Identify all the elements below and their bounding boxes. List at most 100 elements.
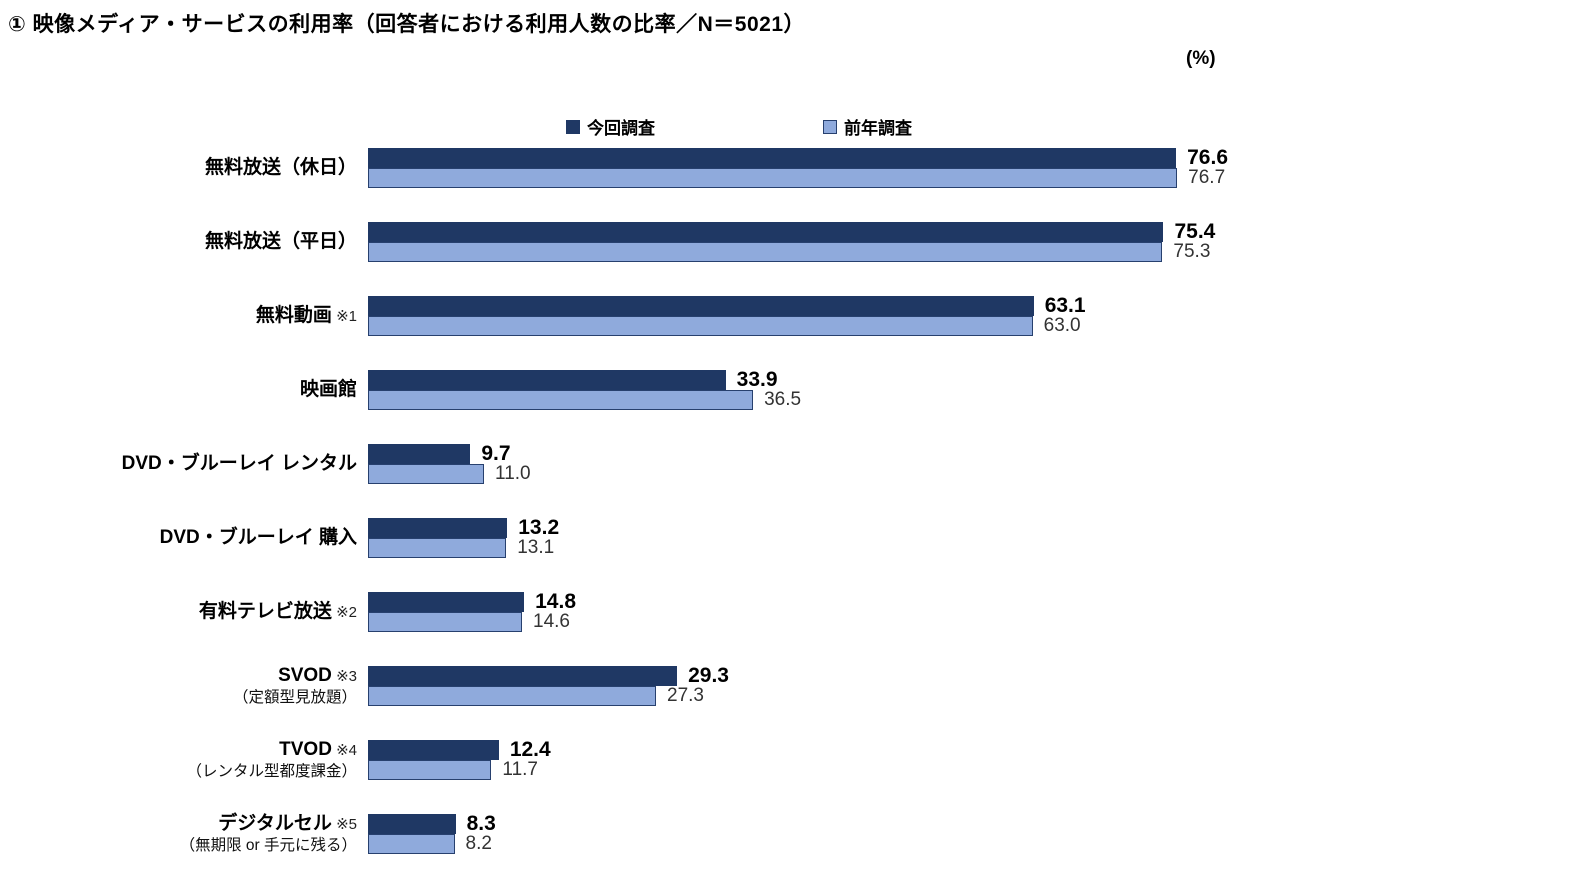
value-label-previous: 14.6 <box>533 611 570 632</box>
bar-line: 76.6 <box>368 146 1228 169</box>
value-label-current: 29.3 <box>688 664 729 687</box>
category-label: DVD・ブルーレイ 購入 <box>159 527 357 549</box>
bar-current-survey <box>368 296 1034 316</box>
bar-previous-survey <box>368 464 485 484</box>
bar-line: 29.3 <box>368 664 729 687</box>
bar-current-survey <box>368 814 456 834</box>
value-label-current: 14.8 <box>535 590 576 613</box>
bar-line: 12.4 <box>368 738 551 761</box>
category-label-group: 無料放送（平日） <box>0 230 368 254</box>
bar-line: 27.3 <box>368 685 729 706</box>
chart-row: デジタルセル ※5 （無期限 or 手元に残る） 8.3 8.2 <box>0 812 1577 856</box>
chart-row: 有料テレビ放送 ※2 14.8 14.6 <box>0 590 1577 632</box>
bar-current-survey <box>368 444 471 464</box>
bar-line: 75.3 <box>368 241 1215 262</box>
bar-previous-survey <box>368 834 455 854</box>
category-label-group: 有料テレビ放送 ※2 <box>0 600 368 624</box>
value-label-previous: 8.2 <box>465 833 492 854</box>
chart-row: TVOD ※4 （レンタル型都度課金） 12.4 11.7 <box>0 738 1577 782</box>
value-label-current: 9.7 <box>481 442 511 465</box>
category-label: デジタルセル ※5 <box>218 813 357 835</box>
bar-line: 33.9 <box>368 368 801 391</box>
bar-previous-survey <box>368 760 492 780</box>
category-label: TVOD ※4 <box>279 739 357 761</box>
bar-line: 63.1 <box>368 294 1086 317</box>
value-label-current: 12.4 <box>509 738 551 761</box>
category-label: 有料テレビ放送 ※2 <box>198 601 357 623</box>
category-label-group: 無料動画 ※1 <box>0 304 368 328</box>
bar-current-survey <box>368 370 726 390</box>
category-footnote-marker: ※3 <box>331 668 357 686</box>
category-footnote-marker: ※4 <box>331 742 357 760</box>
category-label-group: SVOD ※3 （定額型見放題） <box>0 664 368 708</box>
value-label-current: 63.1 <box>1044 294 1086 317</box>
bar-pair: 63.1 63.0 <box>368 294 1086 336</box>
value-label-previous: 63.0 <box>1043 315 1081 336</box>
legend-item-current: 今回調査 <box>566 114 655 139</box>
bar-line: 13.2 <box>368 516 560 539</box>
category-footnote-marker: ※1 <box>331 308 357 326</box>
chart-row: DVD・ブルーレイ レンタル 9.7 11.0 <box>0 442 1577 484</box>
value-label-previous: 13.1 <box>517 537 555 558</box>
bar-line: 36.5 <box>368 389 802 410</box>
bar-current-survey <box>368 592 525 612</box>
chart-legend: 今回調査 前年調査 <box>566 114 912 139</box>
bar-previous-survey <box>368 686 656 706</box>
category-sublabel: （レンタル型都度課金） <box>186 762 357 780</box>
bar-line: 8.3 <box>368 812 496 835</box>
bar-previous-survey <box>368 168 1178 188</box>
bar-current-survey <box>368 148 1177 168</box>
category-footnote-marker: ※2 <box>331 604 357 622</box>
category-footnote-marker: ※5 <box>331 816 357 834</box>
bar-line: 14.6 <box>368 611 576 632</box>
unit-label: (%) <box>1186 48 1216 69</box>
bar-previous-survey <box>368 538 507 558</box>
category-sublabel: （無期限 or 手元に残る） <box>179 836 357 854</box>
value-label-previous: 27.3 <box>667 685 704 706</box>
bar-pair: 76.6 76.7 <box>368 146 1228 188</box>
category-label: DVD・ブルーレイ レンタル <box>121 453 357 475</box>
bar-line: 9.7 <box>368 442 531 465</box>
bar-line: 75.4 <box>368 220 1215 243</box>
value-label-previous: 75.3 <box>1173 241 1211 262</box>
chart-row: 無料放送（平日） 75.4 75.3 <box>0 220 1577 262</box>
value-label-current: 76.6 <box>1187 146 1228 169</box>
legend-label-current: 今回調査 <box>587 119 655 138</box>
bar-line: 13.1 <box>368 537 559 558</box>
bar-line: 63.0 <box>368 315 1086 336</box>
category-label-group: DVD・ブルーレイ 購入 <box>0 526 368 550</box>
bar-pair: 29.3 27.3 <box>368 664 729 706</box>
chart-row: 無料動画 ※1 63.1 63.0 <box>0 294 1577 336</box>
value-label-previous: 11.0 <box>495 463 531 484</box>
bar-line: 76.7 <box>368 167 1228 188</box>
category-label: 無料動画 ※1 <box>255 305 357 327</box>
category-sublabel: （定額型見放題） <box>232 688 357 706</box>
bar-line: 8.2 <box>368 833 496 854</box>
bar-previous-survey <box>368 316 1033 336</box>
chart-row: SVOD ※3 （定額型見放題） 29.3 27.3 <box>0 664 1577 708</box>
category-label-group: 映画館 <box>0 378 368 402</box>
value-label-current: 8.3 <box>466 812 496 835</box>
legend-swatch-current-icon <box>566 119 580 134</box>
value-label-previous: 11.7 <box>502 759 538 780</box>
bar-previous-survey <box>368 612 523 632</box>
legend-item-previous: 前年調査 <box>823 114 912 139</box>
chart-row: DVD・ブルーレイ 購入 13.2 13.1 <box>0 516 1577 558</box>
legend-swatch-previous-icon <box>823 119 837 134</box>
bar-pair: 8.3 8.2 <box>368 812 496 854</box>
bar-pair: 13.2 13.1 <box>368 516 560 558</box>
value-label-previous: 76.7 <box>1188 167 1226 188</box>
value-label-previous: 36.5 <box>764 389 802 410</box>
bar-current-survey <box>368 666 678 686</box>
page-title: ① 映像メディア・サービスの利用率（回答者における利用人数の比率／N＝5021） <box>8 13 806 36</box>
category-label-group: デジタルセル ※5 （無期限 or 手元に残る） <box>0 812 368 856</box>
bar-pair: 75.4 75.3 <box>368 220 1215 262</box>
category-label-group: TVOD ※4 （レンタル型都度課金） <box>0 738 368 782</box>
bar-chart: 無料放送（休日） 76.6 76.7 無料放送（平日） 75.4 75.3 無料動画 ※1 6… <box>0 146 1577 881</box>
chart-row: 映画館 33.9 36.5 <box>0 368 1577 410</box>
category-label: 無料放送（平日） <box>204 231 357 253</box>
bar-pair: 14.8 14.6 <box>368 590 576 632</box>
category-label: SVOD ※3 <box>278 665 357 687</box>
bar-pair: 33.9 36.5 <box>368 368 802 410</box>
value-label-current: 13.2 <box>518 516 560 539</box>
